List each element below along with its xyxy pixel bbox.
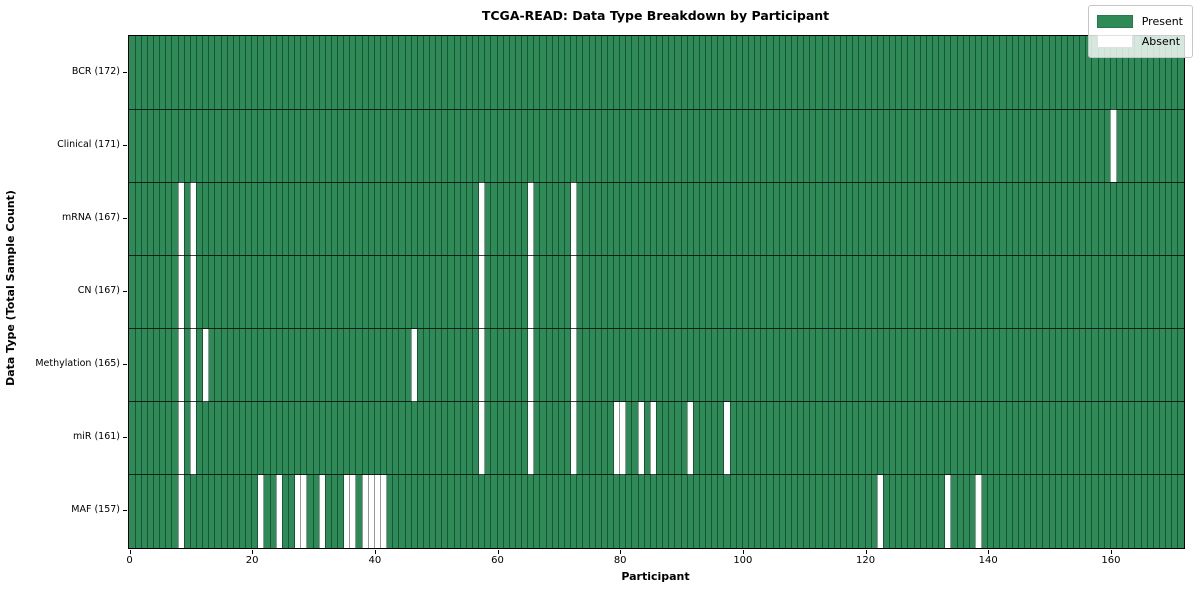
legend-label-absent: Absent <box>1141 35 1181 48</box>
absent-bar <box>257 474 264 548</box>
absent-bar <box>570 328 577 402</box>
absent-bar <box>687 401 694 475</box>
plot-area <box>128 35 1185 549</box>
y-tick-label: miR (161) <box>72 431 120 443</box>
absent-bar <box>527 328 534 402</box>
absent-bar <box>362 474 369 548</box>
y-tick-mark <box>123 510 127 512</box>
absent-bar <box>190 255 197 329</box>
y-tick-label: Methylation (165) <box>35 358 120 370</box>
x-tick-label: 60 <box>491 555 504 566</box>
absent-bar <box>349 474 356 548</box>
y-tick-mark <box>123 291 127 292</box>
x-tick-label: 160 <box>1101 555 1121 566</box>
row-band-clinical <box>129 109 1184 183</box>
absent-bar <box>527 255 534 329</box>
absent-bar <box>527 182 534 256</box>
absent-bar <box>527 401 534 475</box>
absent-bar <box>343 474 350 548</box>
absent-bar <box>178 474 185 548</box>
absent-bar <box>975 474 982 548</box>
absent-bar <box>570 401 577 475</box>
legend-label-present: Present <box>1141 15 1183 28</box>
absent-bar <box>619 401 626 475</box>
absent-bar <box>570 255 577 329</box>
absent-bar <box>190 328 197 402</box>
absent-bar <box>202 328 209 402</box>
x-tick-mark <box>865 550 867 554</box>
absent-swatch-icon <box>1096 35 1133 48</box>
present-swatch-icon <box>1096 15 1133 28</box>
x-tick-label: 40 <box>368 555 382 566</box>
x-tick-mark <box>497 550 499 554</box>
absent-bar <box>613 401 620 475</box>
chart-title: TCGA-READ: Data Type Breakdown by Partic… <box>481 8 830 23</box>
y-tick-mark <box>123 437 127 439</box>
absent-bar <box>178 328 185 402</box>
absent-bar <box>478 401 485 475</box>
absent-bar <box>374 474 381 548</box>
x-tick-label: 20 <box>245 555 259 566</box>
absent-bar <box>478 255 485 329</box>
row-band-mrna <box>129 182 1184 256</box>
x-tick-label: 80 <box>613 555 627 566</box>
x-tick-label: 0 <box>126 555 133 566</box>
y-tick-mark <box>123 144 127 146</box>
x-tick-label: 120 <box>855 555 876 566</box>
absent-bar <box>178 401 185 475</box>
absent-bar <box>638 401 645 475</box>
row-band-bcr <box>129 36 1184 110</box>
y-tick-mark <box>123 217 127 219</box>
x-tick-mark <box>129 550 131 554</box>
absent-bar <box>650 401 657 475</box>
x-tick-mark <box>620 550 622 554</box>
absent-bar <box>294 474 301 548</box>
legend-entry-present: Present <box>1096 15 1183 28</box>
absent-bar <box>300 474 307 548</box>
x-tick-label: 100 <box>733 555 753 566</box>
row-band-cn <box>129 255 1184 329</box>
y-tick-label: MAF (157) <box>71 504 120 516</box>
x-tick-mark <box>742 550 744 554</box>
row-band-methylation <box>129 328 1184 402</box>
y-tick-label: mRNA (167) <box>61 211 120 223</box>
absent-bar <box>190 401 197 475</box>
legend-entry-absent: Absent <box>1096 35 1183 48</box>
absent-bar <box>570 182 577 256</box>
absent-bar <box>1110 109 1117 183</box>
y-tick-label: BCR (172) <box>71 65 120 77</box>
x-tick-label: 140 <box>978 555 998 566</box>
y-tick-label: Clinical (171) <box>57 138 120 150</box>
absent-bar <box>368 474 375 548</box>
row-band-maf <box>129 474 1184 548</box>
absent-bar <box>478 328 485 402</box>
x-tick-mark <box>1110 550 1112 554</box>
absent-bar <box>178 182 185 256</box>
y-tick-label: CN (167) <box>77 285 120 296</box>
y-tick-mark <box>123 71 127 73</box>
absent-bar <box>276 474 283 548</box>
y-tick-mark <box>123 364 127 366</box>
absent-bar <box>723 401 731 475</box>
absent-bar <box>877 474 884 548</box>
x-axis-label: Participant <box>621 570 690 583</box>
row-band-mir <box>129 401 1184 475</box>
x-tick-mark <box>252 550 254 554</box>
x-tick-mark <box>374 550 376 554</box>
legend: Present Absent <box>1087 5 1193 58</box>
absent-bar <box>178 255 185 329</box>
absent-bar <box>411 328 418 402</box>
absent-bar <box>380 474 387 548</box>
absent-bar <box>478 182 485 256</box>
absent-bar <box>319 474 326 548</box>
x-tick-mark <box>988 550 990 554</box>
absent-bar <box>944 474 951 548</box>
absent-bar <box>190 182 197 256</box>
